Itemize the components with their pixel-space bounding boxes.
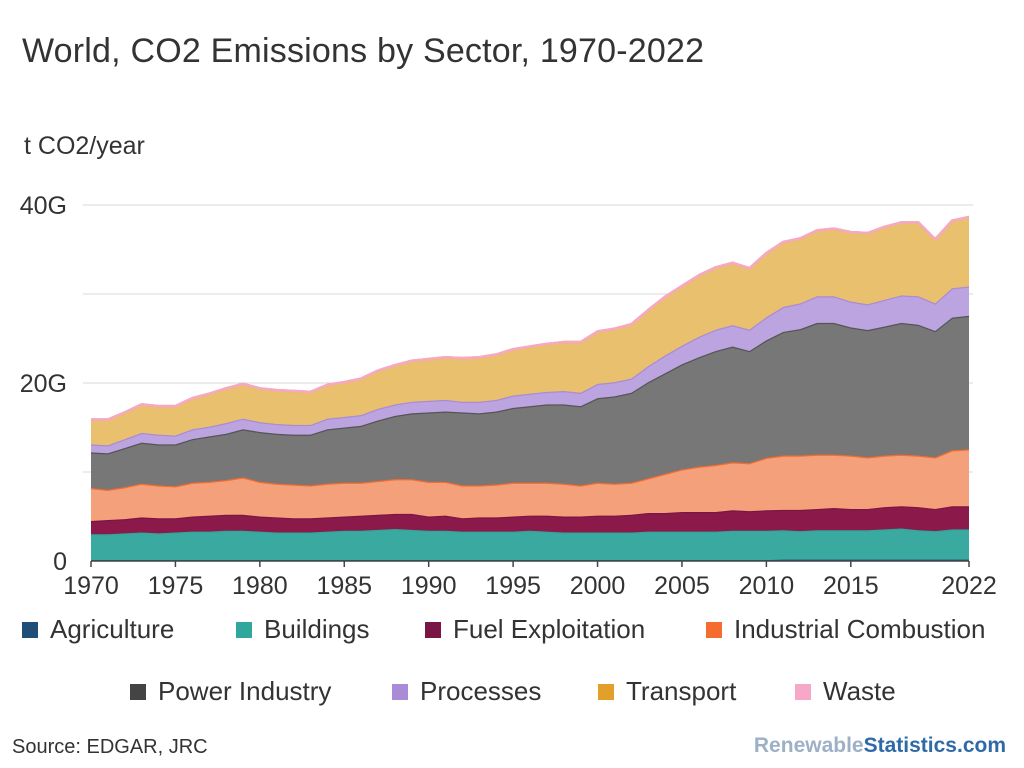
x-tick-label-1995: 1995 [485,572,541,600]
source-note: Source: EDGAR, JRC [12,736,208,758]
series-areas [90,215,970,562]
legend-label-buildings: Buildings [264,614,370,644]
area-processes[interactable] [91,286,969,454]
area-transport[interactable] [91,217,969,446]
x-tick-label-1990: 1990 [401,572,457,600]
legend-swatch-power-industry [130,683,146,700]
axes: 0 20G 40G 1970 1975 1980 1985 1990 1995 2000 2005 2… [20,192,997,600]
legend-label-fuel-exploitation: Fuel Exploitation [453,614,646,644]
legend-label-power-industry: Power Industry [158,676,332,706]
x-tick-label-1980: 1980 [232,572,288,600]
area-power-industry[interactable] [91,315,969,490]
area-buildings[interactable] [91,528,969,561]
legend-item-fuel-exploitation[interactable]: Fuel Exploitation [425,614,645,645]
y-tick-label-20g: 20G [20,370,67,398]
y-tick-label-40g: 40G [20,192,67,220]
x-tick-label-2005: 2005 [654,572,710,600]
brand-part-2: Statistics.com [863,734,1006,757]
legend-item-power-industry[interactable]: Power Industry [130,676,331,707]
x-tick-label-2010: 2010 [739,572,795,600]
x-tick-label-2015: 2015 [823,572,879,600]
legend-row-1: Agriculture Buildings Fuel Exploitation … [0,614,1024,650]
legend-swatch-transport [598,683,614,700]
legend-swatch-industrial-combustion [706,621,722,638]
area-industrial-combustion[interactable] [91,449,969,521]
legend-swatch-waste [795,683,811,700]
y-tick-label-0: 0 [53,548,67,576]
x-tick-label-2022: 2022 [941,572,997,600]
chart-title: World, CO2 Emissions by Sector, 1970-202… [22,32,705,70]
legend-swatch-processes [392,683,408,700]
legend-label-processes: Processes [420,676,542,706]
legend-row-2: Power Industry Processes Transport Waste [0,676,1024,712]
legend-item-waste[interactable]: Waste [795,676,896,707]
brand-part-1: Renewable [753,734,864,757]
legend-label-transport: Transport [626,676,737,706]
x-tick-label-1985: 1985 [316,572,372,600]
legend-item-industrial-combustion[interactable]: Industrial Combustion [706,614,985,645]
legend-swatch-agriculture [22,621,38,638]
edge-waste [91,215,970,421]
x-tick-label-1970: 1970 [63,572,119,600]
legend-swatch-buildings [236,621,252,638]
area-fuel-exploitation[interactable] [91,506,969,535]
legend-swatch-fuel-exploitation [425,621,441,638]
legend-item-transport[interactable]: Transport [598,676,736,707]
legend-item-buildings[interactable]: Buildings [236,614,370,645]
y-axis-unit-label: t CO2/year [24,132,145,160]
legend-label-industrial-combustion: Industrial Combustion [734,614,986,644]
legend-label-agriculture: Agriculture [50,614,175,644]
legend-item-agriculture[interactable]: Agriculture [22,614,174,645]
brand-logo-text[interactable]: RenewableStatistics.com [754,734,1006,758]
x-tick-label-1975: 1975 [148,572,204,600]
legend-label-waste: Waste [823,676,896,706]
x-tick-label-2000: 2000 [570,572,626,600]
legend-item-processes[interactable]: Processes [392,676,541,707]
